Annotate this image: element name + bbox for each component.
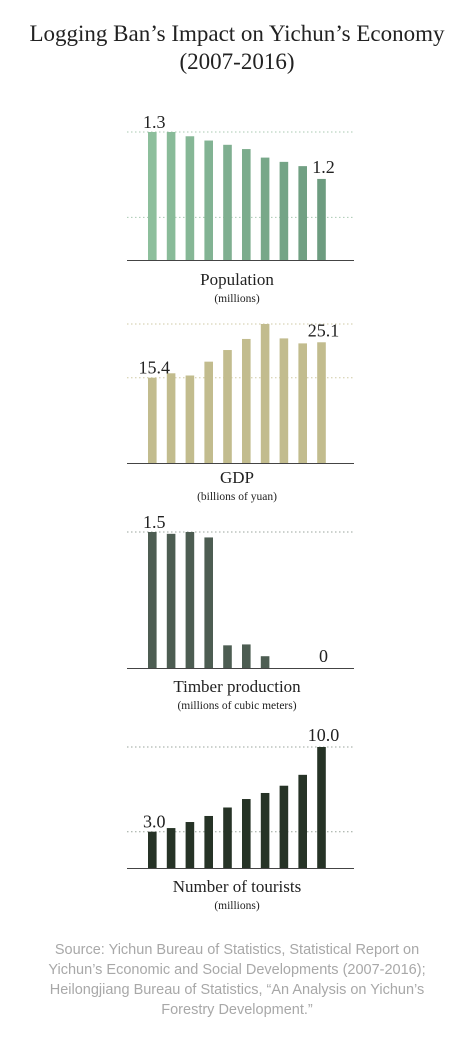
gdp-subtitle: (billions of yuan) — [197, 491, 277, 503]
tourists-bar-2015 — [298, 774, 307, 868]
tourists-bar-2010 — [204, 815, 213, 868]
gdp-chart: 15.4 25.1 GDP (billions of yuan) — [127, 320, 354, 503]
population-gridlines — [127, 131, 354, 218]
population-bars — [148, 132, 326, 260]
tourists-subtitle: (millions) — [214, 900, 260, 912]
population-chart: 1.3 1.2 Population (millions) — [127, 112, 354, 305]
timber-data-label-2007: 1.5 — [143, 512, 166, 532]
gdp-bar-2008 — [166, 373, 176, 463]
population-title: Population — [200, 270, 274, 289]
source-line-1: Source: Yichun Bureau of Statistics, Sta… — [54, 942, 420, 958]
tourists-gridlines — [127, 746, 354, 833]
tourists-data-label-2016: 10.0 — [308, 725, 340, 745]
tourists-bar-2013 — [260, 792, 270, 868]
source-line-2: Yichun’s Economic and Social Development… — [48, 962, 426, 978]
timber-bar-2013 — [260, 656, 270, 668]
gdp-bar-2013 — [260, 324, 270, 463]
population-bar-2013 — [260, 157, 270, 260]
timber-bar-2010 — [204, 537, 213, 668]
gdp-bar-2014 — [279, 338, 289, 463]
population-bar-2014 — [279, 161, 289, 260]
population-bar-2012 — [242, 149, 251, 260]
timber-bar-2007 — [148, 532, 157, 668]
tourists-bar-2016 — [317, 747, 326, 868]
timber-bar-2008 — [166, 533, 176, 668]
timber-subtitle: (millions of cubic meters) — [177, 700, 296, 712]
timber-bar-2011 — [223, 645, 232, 668]
gdp-title: GDP — [220, 468, 254, 487]
gdp-bar-2015 — [298, 343, 307, 463]
timber-data-label-2016: 0 — [319, 646, 328, 666]
population-data-label-2007: 1.3 — [143, 112, 166, 132]
gdp-bar-2016 — [317, 342, 326, 463]
timber-bar-2012 — [242, 644, 251, 668]
tourists-bar-2009 — [185, 822, 195, 868]
tourists-title: Number of tourists — [173, 877, 301, 896]
tourists-bar-2008 — [166, 828, 176, 868]
tourists-bars — [148, 747, 326, 868]
page-title: Logging Ban’s Impact on Yichun’s Economy… — [0, 20, 474, 76]
tourists-data-labels: 3.0 10.0 — [143, 725, 339, 832]
population-bar-2008 — [166, 132, 176, 260]
population-bar-2011 — [223, 144, 232, 260]
gdp-bars — [148, 324, 326, 463]
tourists-bar-2011 — [223, 807, 232, 868]
population-data-labels: 1.3 1.2 — [143, 112, 335, 177]
population-bar-2015 — [298, 166, 307, 260]
gdp-data-label-2016: 25.1 — [308, 320, 340, 340]
tourists-bar-2007 — [148, 831, 157, 868]
population-bar-2007 — [148, 132, 157, 260]
population-subtitle: (millions) — [214, 293, 260, 305]
timber-chart: 1.50 Timber production (millions of cubi… — [127, 512, 354, 712]
tourists-data-label-2007: 3.0 — [143, 812, 166, 832]
title-line-2: (2007-2016) — [179, 49, 295, 74]
population-data-label-2016: 1.2 — [312, 157, 335, 177]
population-bar-2009 — [185, 136, 195, 260]
timber-bars — [148, 532, 270, 668]
gdp-bar-2010 — [204, 361, 213, 463]
source-note: Source: Yichun Bureau of Statistics, Sta… — [20, 940, 454, 1020]
gdp-gridlines — [127, 323, 354, 379]
gdp-data-label-2007: 15.4 — [139, 358, 171, 378]
timber-title: Timber production — [173, 677, 301, 696]
source-line-3: Heilongjiang Bureau of Statistics, “An A… — [49, 982, 425, 998]
tourists-bar-2012 — [242, 799, 251, 868]
gdp-bar-2007 — [148, 377, 157, 463]
timber-bar-2009 — [185, 532, 195, 668]
gdp-bar-2011 — [223, 350, 232, 463]
gdp-bar-2009 — [185, 375, 195, 463]
population-bar-2016 — [317, 178, 326, 260]
gdp-bar-2012 — [242, 338, 251, 463]
title-line-1: Logging Ban’s Impact on Yichun’s Economy — [29, 21, 445, 46]
source-line-4: Forestry Development.” — [161, 1002, 313, 1018]
tourists-chart: 3.0 10.0 Number of tourists (millions) — [127, 725, 354, 912]
tourists-bar-2014 — [279, 785, 289, 868]
gdp-data-labels: 15.4 25.1 — [139, 320, 340, 377]
timber-data-labels: 1.50 — [143, 512, 328, 666]
population-bar-2010 — [204, 140, 213, 260]
